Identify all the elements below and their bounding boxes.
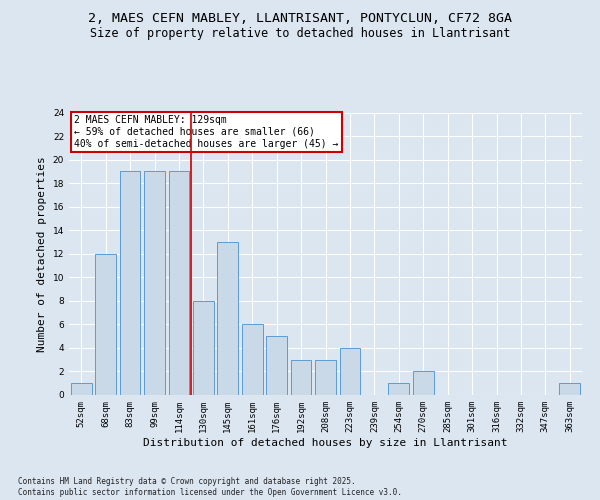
Text: 2, MAES CEFN MABLEY, LLANTRISANT, PONTYCLUN, CF72 8GA: 2, MAES CEFN MABLEY, LLANTRISANT, PONTYC…	[88, 12, 512, 26]
Bar	[290, 360, 311, 395]
Bar	[193, 301, 214, 395]
Bar	[217, 242, 238, 395]
Y-axis label: Number of detached properties: Number of detached properties	[37, 156, 47, 352]
Bar	[71, 383, 92, 395]
Bar	[559, 383, 580, 395]
Bar	[340, 348, 361, 395]
Bar	[388, 383, 409, 395]
Bar	[119, 172, 140, 395]
Text: 2 MAES CEFN MABLEY: 129sqm
← 59% of detached houses are smaller (66)
40% of semi: 2 MAES CEFN MABLEY: 129sqm ← 59% of deta…	[74, 116, 338, 148]
Bar	[169, 172, 190, 395]
Bar	[266, 336, 287, 395]
Bar	[413, 372, 434, 395]
Text: Size of property relative to detached houses in Llantrisant: Size of property relative to detached ho…	[90, 28, 510, 40]
Text: Contains HM Land Registry data © Crown copyright and database right 2025.
Contai: Contains HM Land Registry data © Crown c…	[18, 478, 402, 497]
Bar	[144, 172, 165, 395]
Bar	[315, 360, 336, 395]
Bar	[95, 254, 116, 395]
X-axis label: Distribution of detached houses by size in Llantrisant: Distribution of detached houses by size …	[143, 438, 508, 448]
Bar	[242, 324, 263, 395]
